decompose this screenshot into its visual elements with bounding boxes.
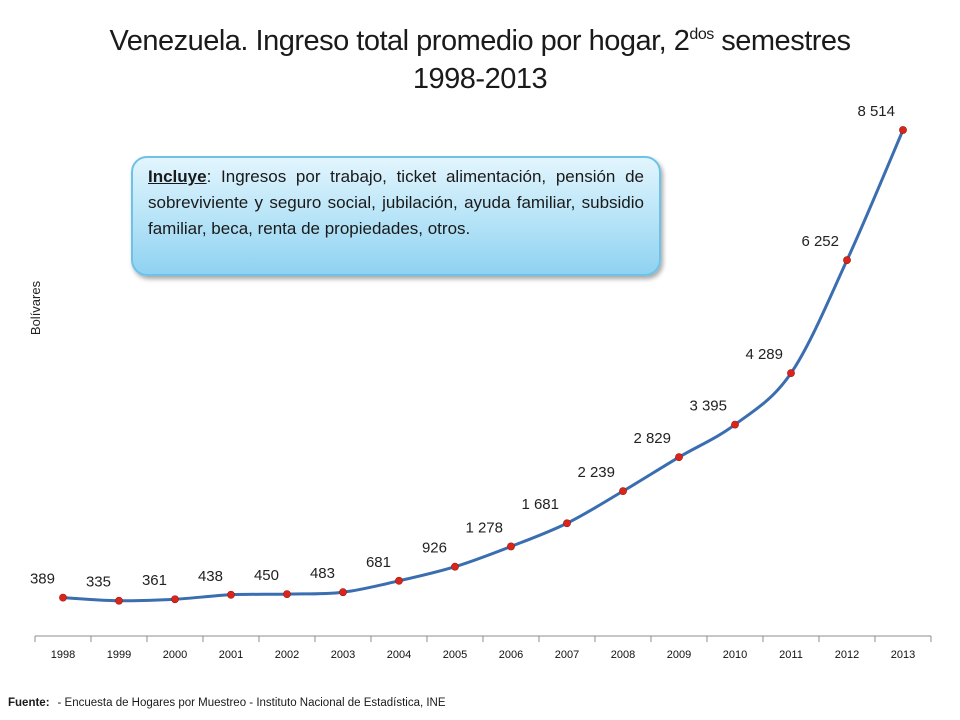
data-point-2005 (451, 562, 459, 571)
x-tick-label-2006: 2006 (499, 649, 523, 661)
x-tick-label-2004: 2004 (387, 649, 411, 661)
x-tick-label-2002: 2002 (275, 649, 299, 661)
data-point-2012 (843, 256, 851, 265)
data-point-2006 (507, 542, 515, 551)
x-tick-label-2009: 2009 (667, 649, 691, 661)
data-point-2003 (339, 588, 347, 597)
data-label-2008: 2 239 (577, 464, 615, 481)
x-tick-label-2012: 2012 (835, 649, 859, 661)
note-callout: Incluye: Ingresos por trabajo, ticket al… (131, 156, 661, 276)
data-label-2006: 1 278 (465, 519, 503, 536)
x-tick-label-2003: 2003 (331, 649, 355, 661)
data-point-2013 (899, 126, 907, 134)
x-tick-label-2013: 2013 (891, 649, 915, 661)
data-label-1998: 389 (30, 571, 55, 588)
data-label-2010: 3 395 (689, 398, 727, 415)
data-point-2010 (731, 420, 739, 429)
data-label-2013: 8 514 (857, 103, 895, 120)
data-point-1998 (59, 593, 67, 602)
series-markers (59, 126, 907, 605)
chart-title-main: Venezuela. Ingreso total promedio por ho… (109, 25, 690, 57)
data-point-2004 (395, 576, 403, 585)
data-label-2011: 4 289 (745, 346, 783, 363)
data-label-2005: 926 (422, 540, 447, 557)
note-label: Incluye (148, 167, 207, 186)
data-labels: 389 335 361 438 450 483 681 926 1 278 1 681 2 239 2… (30, 103, 895, 591)
data-point-2011 (787, 369, 795, 378)
data-label-2001: 438 (198, 568, 223, 585)
data-point-2000 (171, 595, 179, 604)
data-point-2002 (283, 590, 291, 598)
data-label-2002: 450 (254, 567, 279, 584)
x-tick-label-2010: 2010 (723, 649, 747, 661)
data-point-2001 (227, 590, 235, 599)
data-label-2003: 483 (310, 565, 335, 582)
chart-title: Venezuela. Ingreso total promedio por ho… (80, 22, 880, 98)
x-tick-label-2001: 2001 (219, 649, 243, 661)
source-text: - Encuesta de Hogares por Muestreo - Ins… (57, 697, 446, 709)
data-label-2007: 1 681 (521, 496, 559, 513)
note-text: : Ingresos por trabajo, ticket alimentac… (148, 167, 644, 238)
data-label-2009: 2 829 (633, 430, 671, 447)
x-tick-label-2007: 2007 (555, 649, 579, 661)
data-label-2012: 6 252 (801, 233, 839, 250)
data-point-2008 (619, 487, 627, 496)
chart-axes (34, 635, 932, 642)
y-axis-label: Bolívares (28, 280, 43, 335)
x-tick-label-1999: 1999 (107, 649, 131, 661)
chart-title-suffix: semestres (713, 25, 851, 57)
x-tick-label-2000: 2000 (163, 649, 187, 661)
x-tick-label-1998: 1998 (51, 649, 75, 661)
data-point-2009 (675, 453, 683, 462)
source-label: Fuente: (8, 697, 50, 709)
data-point-2007 (563, 519, 571, 528)
chart-title-years: 1998-2013 (412, 63, 548, 95)
data-label-2000: 361 (142, 572, 167, 589)
x-tick-labels: 1998 1999 2000 2001 2002 2003 2004 2005 2006 2007… (51, 649, 915, 661)
data-label-1999: 335 (86, 574, 111, 591)
chart-title-superscript: dos (689, 26, 714, 43)
source-footer: Fuente: - Encuesta de Hogares por Muestre… (8, 697, 446, 709)
x-tick-label-2011: 2011 (779, 649, 803, 661)
x-tick-label-2008: 2008 (611, 649, 635, 661)
data-label-2004: 681 (366, 554, 391, 571)
data-point-1999 (115, 596, 123, 605)
x-tick-label-2005: 2005 (443, 649, 467, 661)
